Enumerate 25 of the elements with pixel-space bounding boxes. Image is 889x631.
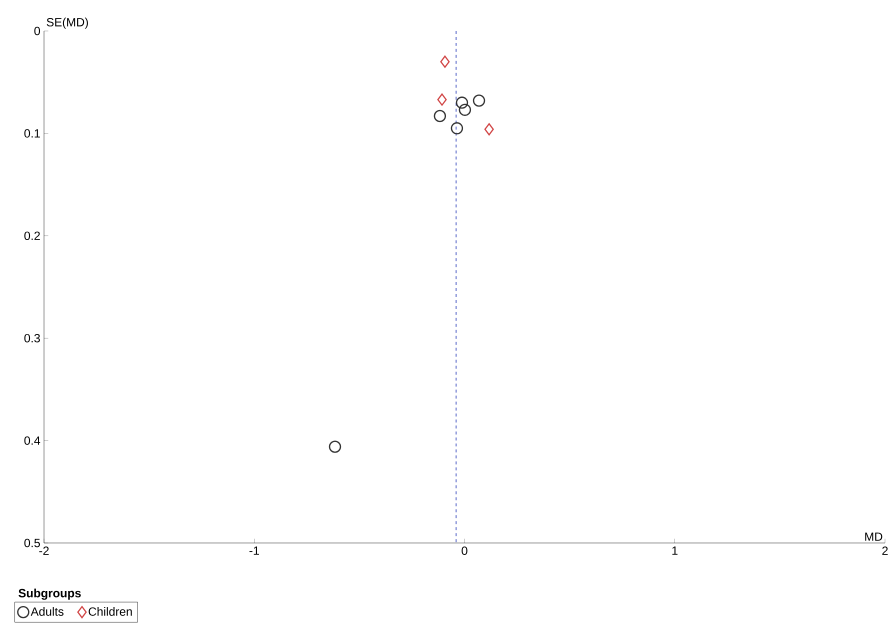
x-tick-label: 2: [882, 546, 888, 555]
y-tick-label: 0.1: [24, 129, 40, 138]
point: [456, 96, 468, 109]
y-axis-title: SE(MD): [46, 18, 88, 29]
x-axis-title: MD: [865, 532, 882, 541]
y-tick-label: 0.3: [24, 334, 40, 342]
x-tick-label: 0: [462, 546, 468, 555]
y-tick-label: 0.5: [24, 538, 40, 548]
legend-label: Adults: [30, 607, 64, 616]
x-tick-label: 1: [672, 546, 678, 555]
point: [434, 110, 446, 122]
point: [437, 93, 447, 106]
y-tick-label: 0.2: [24, 232, 40, 240]
point: [472, 94, 486, 107]
point: [484, 123, 494, 136]
point: [440, 56, 450, 68]
point: [458, 104, 472, 116]
y-tick-label: 0.4: [24, 436, 40, 445]
point: [450, 122, 464, 134]
x-tick-label: -1: [249, 546, 259, 555]
legend-title: Subgroups: [18, 588, 81, 600]
legend-label: Children: [88, 607, 132, 616]
x-tick-label: -2: [39, 546, 49, 555]
y-tick-label: 0: [34, 26, 40, 36]
point: [328, 440, 342, 453]
